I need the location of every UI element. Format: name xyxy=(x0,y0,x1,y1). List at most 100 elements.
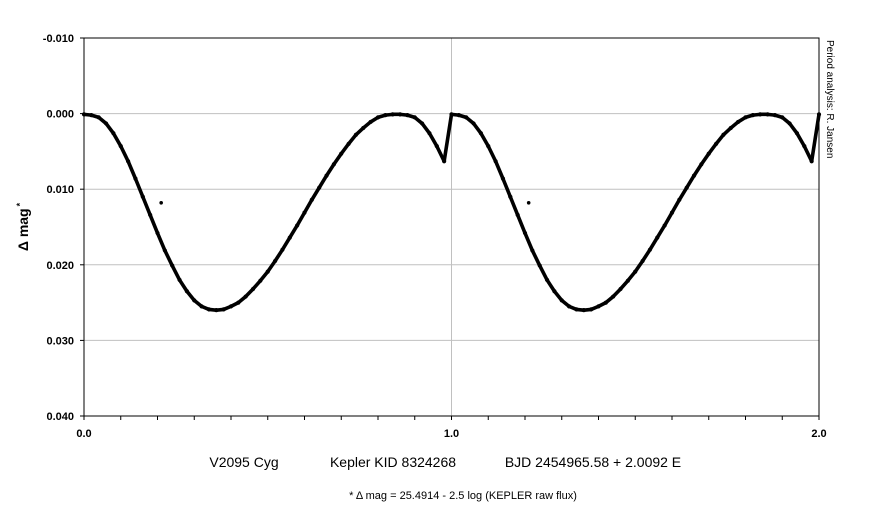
data-point xyxy=(184,289,189,294)
data-point xyxy=(236,300,241,305)
data-point xyxy=(662,223,667,228)
data-point xyxy=(126,159,131,164)
y-tick-labels: -0.010 0.000 0.010 0.020 0.030 0.040 xyxy=(43,33,74,423)
data-point xyxy=(809,159,814,164)
data-point xyxy=(287,235,292,240)
data-point xyxy=(794,131,800,136)
data-point xyxy=(699,162,704,167)
y-tick-label: 0.030 xyxy=(46,335,74,347)
data-point xyxy=(405,113,410,118)
outlier-point xyxy=(159,201,163,205)
data-point-cluster xyxy=(427,131,439,148)
y-tick-label: 0.000 xyxy=(46,109,74,121)
data-point-cluster xyxy=(287,223,299,240)
data-point xyxy=(647,247,653,252)
data-point xyxy=(684,185,689,190)
data-point-cluster xyxy=(640,247,652,263)
data-point xyxy=(655,235,660,240)
data-point xyxy=(493,159,498,164)
data-point xyxy=(691,173,697,178)
data-point xyxy=(500,176,506,181)
data-point xyxy=(177,277,182,283)
data-point-cluster xyxy=(677,185,689,202)
data-point-cluster xyxy=(508,194,520,217)
data-point-cluster xyxy=(684,173,696,190)
data-point-cluster xyxy=(310,185,322,202)
data-point xyxy=(721,132,726,137)
data-point xyxy=(706,151,711,156)
y-tick-label: 0.040 xyxy=(46,411,74,423)
data-point xyxy=(772,113,778,118)
data-point-cluster xyxy=(523,231,535,253)
data-point-cluster xyxy=(670,197,682,215)
data-point-cluster xyxy=(442,112,454,164)
footnote: * Δ mag = 25.4914 - 2.5 log (KEPLER raw … xyxy=(349,490,577,502)
data-point-cluster xyxy=(515,213,527,235)
data-point-cluster xyxy=(170,263,182,282)
data-point xyxy=(346,141,351,146)
data-point-cluster xyxy=(648,235,660,252)
data-point-cluster xyxy=(133,176,145,199)
data-point xyxy=(508,194,513,199)
data-point-cluster xyxy=(545,278,557,294)
data-point xyxy=(736,119,741,125)
data-point xyxy=(361,125,366,131)
data-point xyxy=(669,210,675,215)
data-point xyxy=(471,121,476,126)
data-point-cluster xyxy=(141,194,152,217)
data-point-cluster xyxy=(530,248,542,268)
data-point-cluster xyxy=(280,235,292,252)
data-point xyxy=(368,119,373,125)
data-point xyxy=(787,121,792,126)
data-point xyxy=(515,212,520,218)
data-point xyxy=(375,115,381,120)
data-point xyxy=(383,113,388,118)
data-point xyxy=(243,294,248,299)
data-point xyxy=(552,289,557,294)
data-point-cluster xyxy=(295,210,307,228)
x-tick-label: 1.0 xyxy=(444,428,459,440)
data-points xyxy=(81,112,822,313)
data-point xyxy=(574,307,579,312)
data-point xyxy=(155,230,160,236)
data-point-cluster xyxy=(699,151,711,167)
caption-star: V2095 Cyg xyxy=(209,454,278,470)
data-point xyxy=(397,112,403,117)
caption-ephemeris: BJD 2454965.58 + 2.0092 E xyxy=(505,454,681,470)
data-point xyxy=(412,115,417,120)
data-point xyxy=(133,176,138,181)
data-point-cluster xyxy=(324,162,336,178)
data-point xyxy=(802,144,807,149)
data-point-cluster xyxy=(486,144,498,164)
data-point xyxy=(750,113,755,118)
data-point xyxy=(603,300,608,305)
data-point-cluster xyxy=(148,213,160,235)
data-point-cluster xyxy=(317,173,329,190)
data-point xyxy=(280,247,285,252)
data-point xyxy=(625,278,631,283)
data-point xyxy=(728,125,733,131)
x-tick-label: 2.0 xyxy=(811,428,826,440)
data-point xyxy=(96,115,101,120)
data-point xyxy=(390,112,395,117)
data-point xyxy=(81,112,87,117)
data-point xyxy=(464,115,469,120)
data-point xyxy=(677,197,682,202)
data-point-cluster xyxy=(692,162,704,178)
data-point xyxy=(559,298,564,303)
y-tick-label: -0.010 xyxy=(43,33,74,45)
data-point xyxy=(199,304,204,309)
y-axis-label: Δ mag* xyxy=(15,202,31,251)
data-point xyxy=(714,141,719,146)
data-point xyxy=(273,258,278,264)
data-point xyxy=(265,269,270,274)
data-point-cluster xyxy=(163,248,174,268)
data-point xyxy=(148,212,153,218)
data-point-cluster xyxy=(265,259,277,274)
side-note: Period analysis: R. Jansen xyxy=(824,40,835,158)
data-point xyxy=(486,144,491,149)
data-point xyxy=(309,197,314,202)
data-point xyxy=(633,269,638,274)
data-point-cluster xyxy=(537,263,549,282)
